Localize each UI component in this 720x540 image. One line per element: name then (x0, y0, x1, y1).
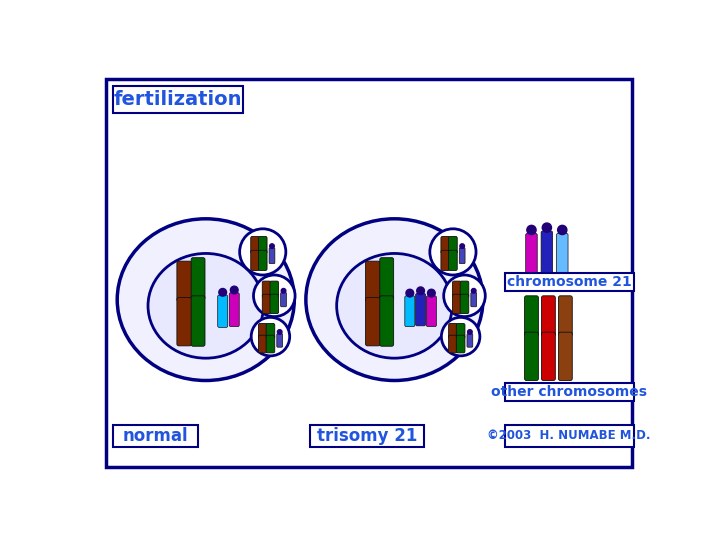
FancyBboxPatch shape (276, 334, 282, 347)
FancyBboxPatch shape (113, 425, 198, 447)
FancyBboxPatch shape (541, 231, 553, 273)
FancyBboxPatch shape (449, 251, 457, 271)
Circle shape (467, 330, 472, 334)
Text: normal: normal (123, 427, 189, 445)
FancyBboxPatch shape (426, 296, 436, 327)
Text: other chromosomes: other chromosomes (491, 385, 647, 399)
Circle shape (253, 275, 295, 316)
Circle shape (441, 318, 480, 356)
Circle shape (527, 225, 536, 234)
FancyBboxPatch shape (456, 323, 465, 339)
FancyBboxPatch shape (379, 258, 394, 300)
FancyBboxPatch shape (262, 294, 271, 314)
FancyBboxPatch shape (251, 251, 259, 271)
FancyBboxPatch shape (449, 335, 457, 353)
FancyBboxPatch shape (266, 335, 275, 353)
FancyBboxPatch shape (191, 258, 205, 300)
FancyBboxPatch shape (525, 332, 539, 381)
FancyBboxPatch shape (525, 296, 539, 336)
Text: chromosome 21: chromosome 21 (507, 275, 631, 289)
Ellipse shape (117, 219, 294, 381)
FancyBboxPatch shape (467, 334, 473, 347)
Circle shape (240, 229, 286, 275)
Circle shape (472, 288, 476, 293)
Circle shape (417, 287, 425, 295)
FancyBboxPatch shape (460, 281, 469, 298)
FancyBboxPatch shape (559, 332, 572, 381)
FancyBboxPatch shape (449, 237, 457, 253)
FancyBboxPatch shape (217, 295, 228, 327)
FancyBboxPatch shape (379, 296, 394, 346)
Circle shape (219, 288, 227, 296)
FancyBboxPatch shape (262, 281, 271, 298)
Text: ©2003  H. NUMABE M.D.: ©2003 H. NUMABE M.D. (487, 429, 651, 442)
Circle shape (428, 289, 435, 297)
FancyBboxPatch shape (258, 335, 267, 353)
FancyBboxPatch shape (526, 233, 537, 273)
FancyBboxPatch shape (269, 248, 275, 264)
Circle shape (406, 289, 414, 297)
FancyBboxPatch shape (505, 425, 634, 447)
FancyBboxPatch shape (106, 79, 632, 467)
FancyBboxPatch shape (251, 237, 259, 253)
FancyBboxPatch shape (281, 293, 287, 307)
FancyBboxPatch shape (471, 293, 477, 307)
Circle shape (460, 244, 464, 248)
FancyBboxPatch shape (270, 294, 279, 314)
Circle shape (282, 288, 286, 293)
Circle shape (444, 275, 485, 316)
FancyBboxPatch shape (405, 296, 415, 327)
FancyBboxPatch shape (505, 383, 634, 401)
Circle shape (542, 223, 552, 232)
Circle shape (277, 330, 282, 334)
FancyBboxPatch shape (191, 296, 205, 346)
Text: fertilization: fertilization (114, 90, 243, 109)
FancyBboxPatch shape (177, 261, 192, 301)
FancyBboxPatch shape (258, 237, 267, 253)
FancyBboxPatch shape (452, 281, 461, 298)
Ellipse shape (337, 253, 452, 358)
Circle shape (230, 286, 238, 294)
FancyBboxPatch shape (441, 237, 449, 253)
FancyBboxPatch shape (541, 296, 555, 336)
Circle shape (251, 318, 289, 356)
FancyBboxPatch shape (229, 293, 239, 327)
FancyBboxPatch shape (113, 86, 243, 112)
Circle shape (430, 229, 476, 275)
FancyBboxPatch shape (366, 298, 380, 346)
FancyBboxPatch shape (266, 323, 275, 339)
FancyBboxPatch shape (441, 251, 449, 271)
FancyBboxPatch shape (460, 294, 469, 314)
FancyBboxPatch shape (270, 281, 279, 298)
Ellipse shape (306, 219, 483, 381)
FancyBboxPatch shape (310, 425, 423, 447)
FancyBboxPatch shape (559, 296, 572, 336)
FancyBboxPatch shape (258, 251, 267, 271)
Circle shape (558, 225, 567, 234)
FancyBboxPatch shape (415, 294, 426, 326)
Ellipse shape (148, 253, 264, 358)
FancyBboxPatch shape (505, 273, 634, 291)
FancyBboxPatch shape (177, 298, 192, 346)
FancyBboxPatch shape (459, 248, 465, 264)
FancyBboxPatch shape (449, 323, 457, 339)
FancyBboxPatch shape (452, 294, 461, 314)
FancyBboxPatch shape (456, 335, 465, 353)
FancyBboxPatch shape (557, 233, 568, 273)
FancyBboxPatch shape (366, 261, 380, 301)
FancyBboxPatch shape (541, 332, 555, 381)
Circle shape (270, 244, 274, 248)
Text: trisomy 21: trisomy 21 (317, 427, 417, 445)
FancyBboxPatch shape (258, 323, 267, 339)
